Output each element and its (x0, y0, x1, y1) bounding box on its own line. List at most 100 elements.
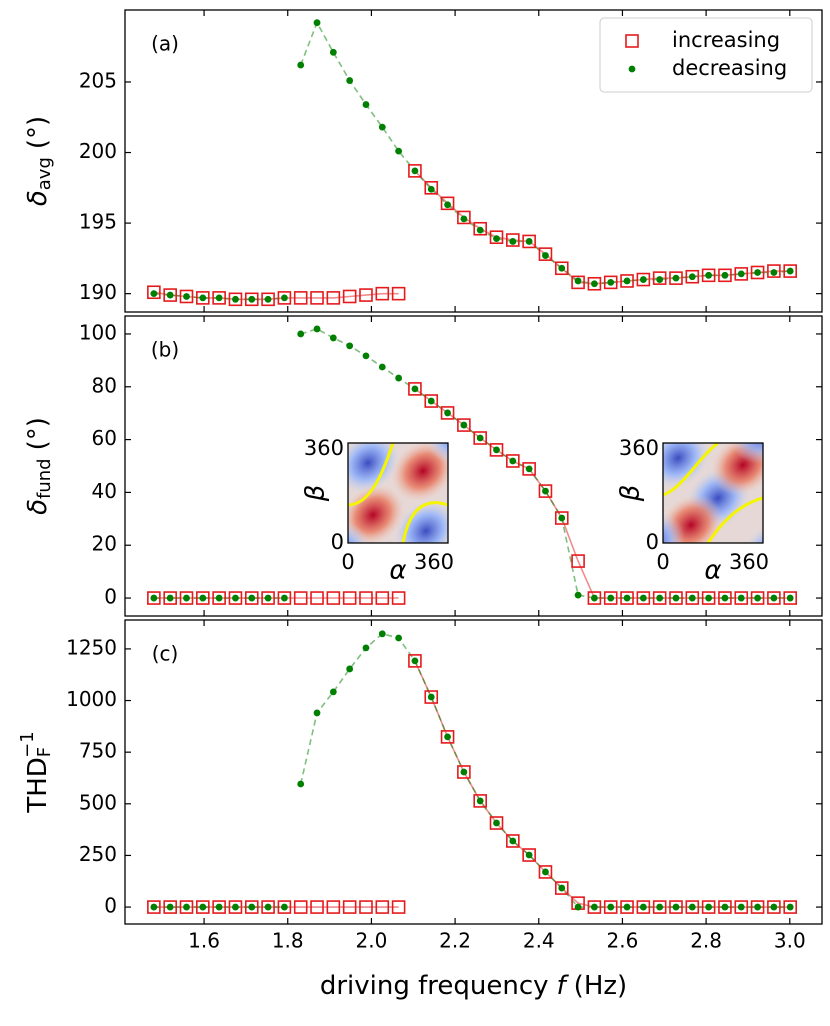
marker-dot (264, 295, 272, 303)
marker-square (750, 900, 765, 914)
marker-dot (558, 264, 566, 272)
marker-square (652, 271, 667, 285)
marker-square (734, 267, 749, 281)
marker-square (179, 289, 194, 304)
plot-frame (124, 619, 823, 925)
marker-dot (688, 594, 696, 602)
marker-square (457, 765, 471, 779)
marker-dot (378, 630, 386, 638)
marker-dot (509, 238, 517, 245)
marker-dot (395, 374, 403, 382)
marker-square (783, 264, 798, 278)
y-tick-label: 200 (79, 139, 117, 163)
y-label-main: δ (23, 190, 53, 206)
marker-square (652, 591, 667, 605)
marker-dot (754, 903, 761, 911)
marker-square (571, 275, 585, 290)
contour-line (401, 501, 448, 543)
marker-square (147, 591, 161, 605)
marker-dot (786, 267, 794, 275)
marker-square (489, 816, 504, 830)
marker-square (701, 900, 716, 914)
marker-square (767, 264, 781, 278)
marker-dot (591, 280, 598, 288)
marker-square (440, 406, 455, 420)
marker-dot (183, 903, 190, 911)
x-tick-label: 1.6 (188, 929, 220, 953)
marker-dot (280, 594, 288, 602)
marker-dot (232, 903, 239, 911)
marker-square (359, 288, 373, 302)
marker-dot (639, 276, 647, 283)
marker-dot (672, 594, 680, 602)
marker-dot (607, 278, 615, 286)
marker-dot (574, 903, 582, 911)
marker-square (244, 292, 259, 307)
marker-dot (770, 903, 778, 911)
marker-square (538, 865, 553, 879)
y-label-unit: (°) (23, 116, 53, 149)
marker-square (179, 591, 194, 605)
marker-square (212, 900, 226, 914)
marker-square (783, 591, 798, 605)
marker-dot (574, 277, 582, 285)
marker-square (571, 554, 585, 568)
marker-dot (313, 709, 321, 717)
marker-square (587, 900, 602, 914)
marker-dot (558, 884, 566, 892)
marker-square (310, 591, 324, 605)
x-label-unit: (Hz) (574, 971, 628, 1001)
marker-square (652, 900, 667, 914)
y-axis-label: δfund (°) (23, 417, 56, 515)
marker-square (522, 462, 536, 476)
y-label-sub: F (34, 747, 55, 757)
marker-dot (688, 273, 696, 281)
marker-square (554, 511, 569, 525)
marker-square (473, 221, 487, 236)
marker-dot (329, 48, 337, 56)
legend-marker (625, 34, 639, 48)
marker-square (179, 900, 194, 914)
marker-square (228, 900, 243, 914)
marker-square (391, 900, 406, 914)
marker-square (620, 900, 634, 914)
contour-line (348, 443, 395, 507)
marker-square (277, 591, 292, 605)
marker-square (701, 268, 716, 283)
marker-square (244, 591, 259, 605)
marker-square (261, 292, 275, 307)
marker-square (685, 900, 700, 914)
marker-dot (737, 903, 745, 911)
marker-dot (542, 252, 549, 259)
y-tick-label: 190 (79, 280, 117, 304)
marker-dot (199, 594, 207, 602)
inset-y-label: β (616, 485, 646, 503)
marker-square (342, 900, 357, 914)
marker-dot (183, 293, 190, 300)
inset-frame (347, 442, 449, 544)
marker-dot (232, 594, 239, 602)
marker-dot (460, 215, 468, 223)
marker-dot (264, 594, 272, 602)
x-tick-label: 1.8 (272, 929, 304, 953)
marker-square (685, 269, 700, 284)
y-axis-label: THDF−1 (17, 731, 55, 813)
marker-square (342, 591, 357, 605)
y-tick-label: 20 (92, 532, 117, 556)
marker-dot (150, 290, 158, 298)
marker-square (603, 275, 618, 290)
marker-square (734, 591, 749, 605)
marker-dot (542, 487, 549, 495)
y-tick-label: 500 (79, 790, 117, 814)
marker-square (718, 591, 732, 605)
marker-dot (656, 594, 664, 602)
marker-square (375, 591, 390, 605)
marker-dot (639, 903, 647, 911)
marker-dot (378, 363, 386, 371)
x-label-var: f (557, 971, 570, 1001)
legend-label: decreasing (672, 56, 787, 80)
marker-dot (460, 768, 468, 776)
inset-heatmap (662, 442, 764, 544)
inset-x-tick: 0 (656, 550, 669, 574)
legend-box (599, 17, 813, 93)
